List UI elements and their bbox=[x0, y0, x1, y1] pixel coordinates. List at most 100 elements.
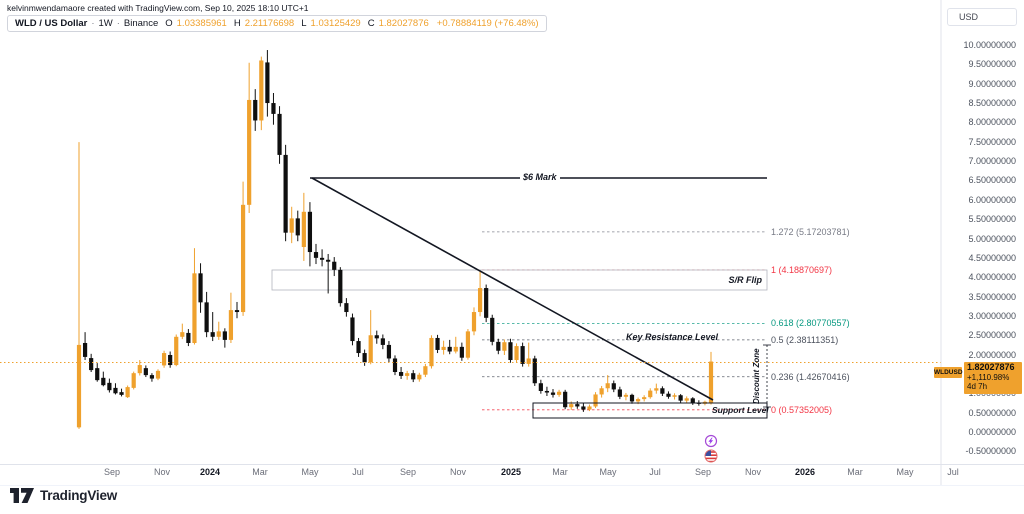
price-axis-tick: 8.00000000 bbox=[968, 117, 1016, 128]
descending-trendline[interactable] bbox=[311, 177, 714, 401]
us-flag-event-icon[interactable] bbox=[704, 449, 718, 463]
tradingview-logo-icon bbox=[10, 488, 34, 503]
discount-zone-bracket bbox=[763, 344, 771, 408]
candle bbox=[386, 344, 392, 359]
candle bbox=[313, 252, 319, 258]
candle bbox=[441, 346, 446, 350]
candle bbox=[180, 332, 185, 337]
time-axis-tick: Mar bbox=[552, 467, 568, 477]
candle bbox=[350, 317, 355, 342]
price-axis-tick: 3.50000000 bbox=[968, 291, 1016, 302]
candle bbox=[660, 388, 665, 394]
tradingview-logo-text: TradingView bbox=[40, 488, 118, 503]
candle bbox=[471, 312, 477, 332]
candle bbox=[417, 374, 422, 380]
support-level-box[interactable] bbox=[532, 402, 768, 419]
price-axis-tick: 4.50000000 bbox=[968, 252, 1016, 263]
candle bbox=[453, 346, 458, 352]
time-axis-tick: Nov bbox=[744, 467, 762, 477]
candle bbox=[161, 353, 167, 366]
candle bbox=[210, 332, 215, 337]
candle bbox=[484, 288, 489, 318]
candle bbox=[95, 368, 100, 381]
price-axis-tick: 8.50000000 bbox=[968, 98, 1016, 109]
high-value: 2.21176698 bbox=[244, 18, 295, 29]
time-axis-tick: Sep bbox=[694, 467, 712, 477]
candle bbox=[617, 389, 622, 397]
candle bbox=[405, 373, 410, 376]
candle bbox=[174, 336, 179, 366]
candle bbox=[338, 269, 343, 304]
price-axis-tick: -0.50000000 bbox=[965, 446, 1016, 457]
time-axis-tick: Jul bbox=[649, 467, 661, 477]
fib-level-label: 0.5 (2.38111351) bbox=[771, 334, 839, 345]
candle bbox=[642, 397, 647, 400]
key-resistance-label[interactable]: Key Resistance Level bbox=[626, 332, 719, 342]
candle bbox=[623, 394, 629, 397]
symbol-name[interactable]: WLD / US Dollar bbox=[15, 18, 88, 29]
candle bbox=[344, 303, 349, 313]
close-letter: C bbox=[367, 18, 375, 29]
price-axis-tick: 9.00000000 bbox=[968, 78, 1016, 89]
discount-zone-label[interactable]: Discount Zone bbox=[752, 348, 761, 404]
price-axis-tick: 2.00000000 bbox=[968, 349, 1016, 360]
sr-flip-zone-box[interactable] bbox=[271, 269, 768, 291]
candle bbox=[374, 335, 379, 339]
current-price-tag[interactable]: 1.82027876 +1,110.98% 4d 7h bbox=[964, 362, 1022, 394]
tradingview-logo[interactable]: TradingView bbox=[10, 488, 117, 503]
candle bbox=[107, 382, 112, 391]
candle bbox=[398, 372, 404, 376]
candle bbox=[447, 346, 452, 352]
candle bbox=[295, 218, 300, 236]
open-letter: O bbox=[165, 18, 173, 29]
support-level-label[interactable]: Support Level bbox=[712, 405, 769, 415]
fib-level-label: 1.272 (5.17203781) bbox=[771, 226, 850, 237]
candle bbox=[356, 341, 361, 354]
price-axis-tick: 7.50000000 bbox=[968, 136, 1016, 147]
candle bbox=[228, 310, 234, 340]
candle bbox=[380, 338, 385, 345]
timeframe-label[interactable]: 1W bbox=[98, 18, 113, 29]
time-axis-tick: May bbox=[301, 467, 319, 477]
time-axis-tick: Jul bbox=[352, 467, 364, 477]
price-axis-tick: 3.00000000 bbox=[968, 310, 1016, 321]
candle bbox=[247, 99, 252, 205]
candle bbox=[76, 344, 82, 428]
price-axis-tick: 6.50000000 bbox=[968, 175, 1016, 186]
candlestick-series bbox=[76, 50, 714, 429]
current-change-percent: +1,110.98% bbox=[967, 372, 1010, 382]
price-axis-tick: 0.50000000 bbox=[968, 407, 1016, 418]
time-axis-tick: Mar bbox=[252, 467, 268, 477]
candle bbox=[89, 358, 94, 371]
candle bbox=[502, 342, 507, 351]
sr-flip-label[interactable]: S/R Flip bbox=[728, 275, 763, 285]
candle bbox=[143, 368, 148, 376]
symbol-legend[interactable]: WLD / US Dollar · 1W · Binance O 1.03385… bbox=[7, 15, 547, 32]
candle bbox=[271, 103, 276, 114]
low-value: 1.03125429 bbox=[310, 18, 361, 29]
candle bbox=[690, 398, 695, 403]
lightning-event-icon[interactable] bbox=[704, 434, 718, 448]
candle bbox=[508, 342, 513, 361]
price-axis-tick: 5.50000000 bbox=[968, 214, 1016, 225]
candle bbox=[368, 335, 373, 363]
time-axis-tick: Sep bbox=[103, 467, 121, 477]
candle bbox=[708, 361, 714, 404]
candle bbox=[599, 388, 604, 395]
fib-retracement-lines[interactable] bbox=[482, 231, 767, 411]
legend-separator: · bbox=[91, 18, 95, 29]
candle bbox=[332, 261, 337, 270]
candle bbox=[149, 375, 155, 379]
candle bbox=[240, 204, 246, 313]
currency-selector[interactable]: USD bbox=[947, 8, 1017, 26]
candle bbox=[283, 154, 288, 233]
candle bbox=[611, 383, 616, 390]
price-axis-tick: 10.00000000 bbox=[963, 40, 1016, 50]
candle bbox=[119, 392, 124, 395]
six-dollar-mark-label[interactable]: $6 Mark bbox=[520, 172, 560, 182]
candle bbox=[544, 390, 550, 393]
candle bbox=[307, 211, 313, 253]
candle bbox=[82, 342, 88, 357]
candle bbox=[326, 259, 331, 262]
